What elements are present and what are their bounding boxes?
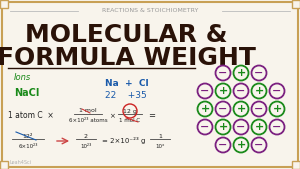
Text: −: − <box>254 104 264 114</box>
Text: −: − <box>254 140 264 150</box>
Text: NaCl: NaCl <box>14 88 39 98</box>
Text: Na  +  Cl: Na + Cl <box>105 78 148 88</box>
Text: 2: 2 <box>84 134 88 139</box>
Text: Ions: Ions <box>14 74 31 82</box>
Text: = 2×10⁻²³ g: = 2×10⁻²³ g <box>102 138 146 144</box>
Text: +: + <box>272 104 282 114</box>
Text: −: − <box>272 86 282 96</box>
Text: 12²: 12² <box>23 134 33 139</box>
Text: =: = <box>148 112 155 120</box>
Text: −: − <box>200 122 210 132</box>
Text: −: − <box>236 122 246 132</box>
Text: FORMULA WEIGHT: FORMULA WEIGHT <box>0 46 255 70</box>
Text: −: − <box>200 86 210 96</box>
FancyBboxPatch shape <box>0 0 8 8</box>
Text: −: − <box>218 68 228 78</box>
Text: 1: 1 <box>158 134 162 139</box>
Text: +: + <box>200 104 210 114</box>
Text: 1 atom C  ×: 1 atom C × <box>8 112 54 120</box>
Text: Leah4Sci: Leah4Sci <box>10 161 32 165</box>
FancyBboxPatch shape <box>0 161 8 169</box>
Text: 12 g: 12 g <box>123 108 137 114</box>
Text: 1 mol C: 1 mol C <box>119 117 141 123</box>
Text: +: + <box>236 68 246 78</box>
Text: +: + <box>218 86 228 96</box>
Text: MOLECULAR &: MOLECULAR & <box>25 23 227 47</box>
FancyBboxPatch shape <box>292 0 300 8</box>
Text: +: + <box>236 104 246 114</box>
Text: −: − <box>218 104 228 114</box>
Text: REACTIONS & STOICHIOMETRY: REACTIONS & STOICHIOMETRY <box>102 8 198 14</box>
Text: −: − <box>272 122 282 132</box>
Text: 6×10²³: 6×10²³ <box>18 143 38 149</box>
Text: +: + <box>236 140 246 150</box>
Text: −: − <box>254 68 264 78</box>
Text: 10ˣ: 10ˣ <box>155 143 165 149</box>
Text: 6×10²³ atoms: 6×10²³ atoms <box>69 117 107 123</box>
Text: +: + <box>254 86 264 96</box>
Text: 22    +35: 22 +35 <box>105 91 147 100</box>
Text: +: + <box>254 122 264 132</box>
Text: +: + <box>218 122 228 132</box>
Text: 10²³: 10²³ <box>80 143 92 149</box>
Text: 1 mol: 1 mol <box>79 108 97 114</box>
Text: ×: × <box>109 113 115 119</box>
Text: −: − <box>236 86 246 96</box>
Text: −: − <box>218 140 228 150</box>
FancyBboxPatch shape <box>292 161 300 169</box>
